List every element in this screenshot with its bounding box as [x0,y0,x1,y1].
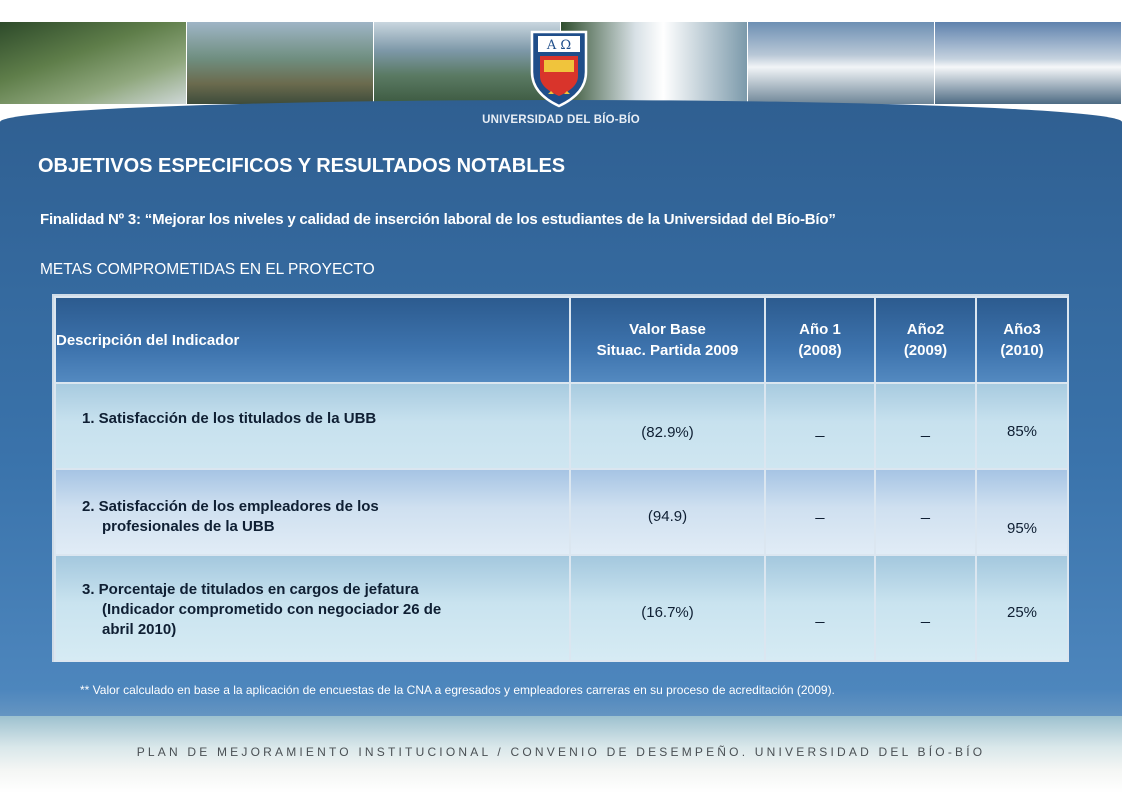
base-value-cell: (94.9) [569,468,766,556]
table-row: 3. Porcentaje de titulados en cargos de … [54,554,1069,662]
header-year1-line1: Año 1 [799,321,841,338]
base-value-cell: (82.9%) [569,382,766,470]
header-year2-line1: Año2 [906,321,945,338]
year1-value: _ [815,607,825,624]
banner-photo-waterfall [561,22,748,104]
header-year2-line2: (2009) [903,342,948,359]
year3-value: 25% [1006,603,1038,621]
header-year2: Año2 (2009) [874,296,977,384]
base-value: (16.7%) [641,603,694,621]
year3-value: 85% [1006,422,1038,440]
banner-photo-volcano [748,22,935,104]
banner-photo-mountain [935,22,1122,104]
header-year3: Año3 (2010) [975,296,1069,384]
table-row: 2. Satisfacción de los empleadores de lo… [54,468,1069,556]
indicator-text-line2: profesionales de la UBB [102,518,275,535]
year1-cell: _ [764,554,876,662]
year3-cell: 95% [975,468,1069,556]
year2-value: _ [921,421,930,438]
indicator-cell: 3. Porcentaje de titulados en cargos de … [54,554,571,662]
footer-text: PLAN DE MEJORAMIENTO INSTITUCIONAL / CON… [136,745,986,759]
banner-photo-river [187,22,374,104]
header-year3-line2: (2010) [1000,342,1044,359]
header-description: Descripción del Indicador [54,296,571,384]
university-name: UNIVERSIDAD DEL BÍO-BÍO [482,114,640,126]
year2-cell: _ [874,468,977,556]
base-value: (94.9) [647,507,688,525]
table-row: 1. Satisfacción de los titulados de la U… [54,382,1069,470]
banner-photo-city [374,22,561,104]
header-year1: Año 1 (2008) [764,296,876,384]
year3-value: 95% [1006,519,1038,537]
header-year1-line2: (2008) [798,342,842,359]
indicator-cell: 2. Satisfacción de los empleadores de lo… [54,468,571,556]
banner-photo-forest [0,22,187,104]
year2-cell: _ [874,554,977,662]
footnote: ** Valor calculado en base a la aplicaci… [80,683,835,697]
indicator-text-line3: abril 2010) [102,621,177,638]
year1-cell: _ [764,468,876,556]
year3-cell: 25% [975,554,1069,662]
header-base-line2: Situac. Partida 2009 [596,342,739,359]
year2-cell: _ [874,382,977,470]
base-value-cell: (16.7%) [569,554,766,662]
header-year3-line1: Año3 [1003,321,1041,338]
indicator-text: 1. Satisfacción de los titulados de la U… [82,410,377,427]
header-base-value: Valor Base Situac. Partida 2009 [569,296,766,384]
table-header-row: Descripción del Indicador Valor Base Sit… [54,296,1069,384]
crest-letters: A Ω [546,38,571,53]
indicator-text-line2: (Indicador comprometido con negociador 2… [102,601,442,618]
footer-band [0,716,1122,793]
header-base-line1: Valor Base [629,321,706,338]
university-crest-icon: A Ω [530,30,588,108]
indicator-text-line1: 3. Porcentaje de titulados en cargos de … [82,581,419,598]
page-title: OBJETIVOS ESPECIFICOS Y RESULTADOS NOTAB… [38,155,566,177]
metas-table: Descripción del Indicador Valor Base Sit… [54,296,1069,662]
indicator-cell: 1. Satisfacción de los titulados de la U… [54,382,571,470]
year1-value: _ [815,421,825,438]
year1-cell: _ [764,382,876,470]
year2-value: _ [921,503,930,520]
base-value: (82.9%) [641,423,694,441]
finalidad-subtitle: Finalidad Nº 3: “Mejorar los niveles y c… [40,211,836,228]
indicator-text-line1: 2. Satisfacción de los empleadores de lo… [82,498,379,515]
year2-value: _ [921,607,930,624]
photo-banner [0,22,1122,104]
year3-cell: 85% [975,382,1069,470]
section-heading: METAS COMPROMETIDAS EN EL PROYECTO [40,261,375,278]
year1-value: _ [815,503,825,520]
metas-table-frame: Descripción del Indicador Valor Base Sit… [52,294,1069,662]
